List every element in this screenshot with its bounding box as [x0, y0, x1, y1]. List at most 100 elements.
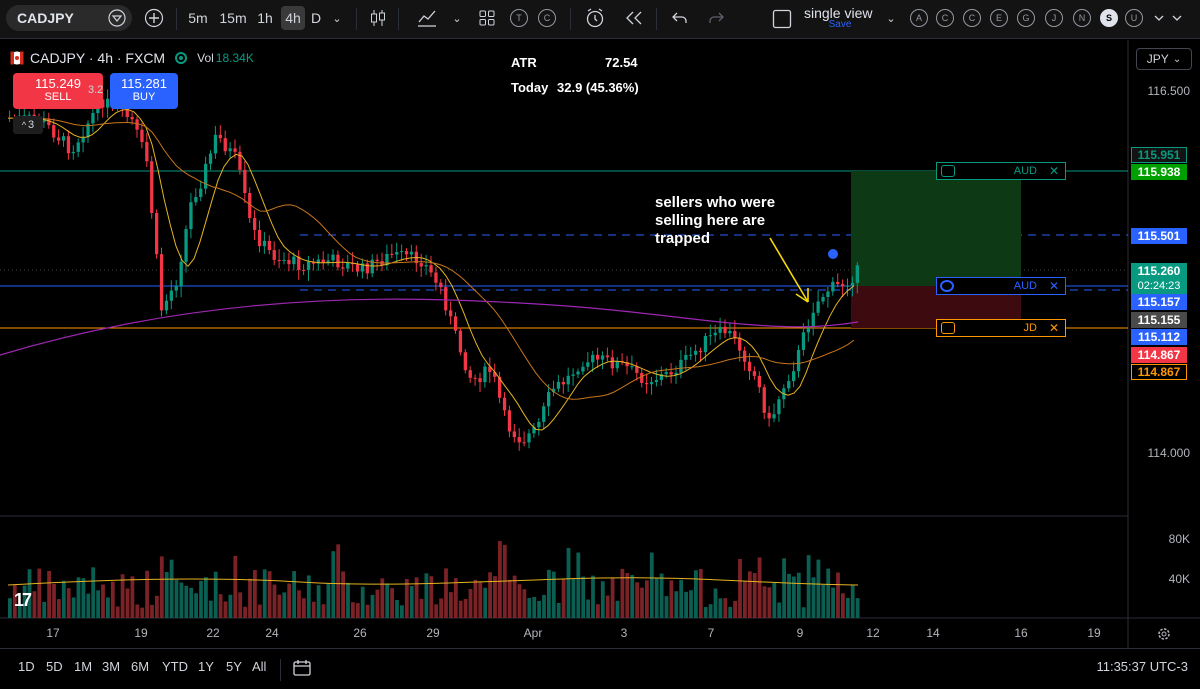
chart-pane[interactable]: CADJPY · 4h · FXCM Vol 18.34K 115.249 SE…: [0, 40, 1200, 648]
range-3m[interactable]: 3M: [102, 659, 121, 674]
volume-bar: [101, 584, 105, 618]
circle-c-button[interactable]: C: [936, 9, 954, 27]
layout-name-button[interactable]: single view Save: [804, 5, 876, 30]
price-chart[interactable]: [0, 40, 1200, 648]
interval-1h[interactable]: 1h: [257, 10, 273, 26]
circle-g-button[interactable]: G: [1017, 9, 1035, 27]
position-bar-tp[interactable]: AUD ✕: [936, 162, 1066, 180]
time-axis-label: 7: [707, 626, 715, 640]
interval-15m[interactable]: 15m: [219, 10, 247, 26]
circle-c-button[interactable]: C: [963, 9, 981, 27]
c-button[interactable]: C: [538, 9, 556, 27]
close-icon[interactable]: ✕: [1048, 321, 1059, 335]
add-symbol-icon[interactable]: [144, 8, 164, 28]
volume-bar: [346, 582, 350, 618]
candle: [400, 251, 404, 253]
range-1y[interactable]: 1Y: [198, 659, 214, 674]
close-icon[interactable]: ✕: [1048, 279, 1059, 293]
tradingview-logo[interactable]: 17: [14, 590, 32, 610]
time-axis-label: 16: [1014, 626, 1028, 640]
range-5y[interactable]: 5Y: [226, 659, 242, 674]
volume-bar: [586, 599, 590, 618]
buy-label: BUY: [132, 91, 156, 103]
sell-button[interactable]: 115.249 SELL: [13, 73, 103, 109]
circle-e-button[interactable]: E: [990, 9, 1008, 27]
range-ytd[interactable]: YTD: [162, 659, 188, 674]
volume-bar: [645, 580, 649, 618]
volume-bar: [341, 571, 345, 618]
candles-icon[interactable]: [368, 8, 388, 28]
volume-bar: [424, 573, 429, 618]
interval-4h[interactable]: 4h: [281, 6, 305, 30]
t-button[interactable]: T: [510, 9, 528, 27]
more-icon[interactable]: [1152, 11, 1166, 25]
more-icon[interactable]: [1170, 11, 1184, 25]
settings-gear-icon[interactable]: [1156, 626, 1172, 642]
buy-button[interactable]: 115.281 BUY: [110, 73, 178, 109]
volume-bar: [605, 595, 610, 618]
range-1m[interactable]: 1M: [74, 659, 93, 674]
indicators-icon[interactable]: [416, 8, 438, 28]
symbol-search[interactable]: CADJPY: [6, 5, 132, 31]
position-handle-icon[interactable]: [941, 165, 955, 177]
range-5d[interactable]: 5D: [46, 659, 63, 674]
replay-icon[interactable]: [624, 9, 644, 27]
candle: [86, 123, 90, 138]
alert-icon[interactable]: [584, 7, 606, 29]
chart-title[interactable]: CADJPY · 4h · FXCM: [30, 50, 166, 66]
chart-annotation-text[interactable]: sellers who were selling here are trappe…: [655, 194, 776, 247]
range-6m[interactable]: 6M: [131, 659, 150, 674]
candle: [542, 406, 546, 422]
status-dot-icon: [175, 52, 188, 64]
volume-bar: [243, 606, 247, 618]
layout-dropdown-icon[interactable]: ⌄: [886, 12, 896, 25]
candle: [850, 282, 855, 286]
volume-bar: [316, 585, 321, 618]
currency-dropdown[interactable]: JPY ⌄: [1136, 48, 1192, 70]
layouts-icon[interactable]: [478, 9, 496, 27]
range-all[interactable]: All: [252, 659, 267, 674]
candle: [52, 125, 56, 138]
interval-dropdown-icon[interactable]: ⌄: [332, 12, 342, 25]
undo-icon[interactable]: [670, 9, 690, 27]
candle: [81, 137, 85, 143]
candle: [498, 376, 502, 398]
candle: [757, 375, 761, 388]
range-1d[interactable]: 1D: [18, 659, 35, 674]
collapse-indicators-button[interactable]: ^ 3: [13, 116, 43, 134]
candle: [811, 312, 815, 327]
date-range-icon[interactable]: [292, 658, 312, 678]
alert-marker-icon[interactable]: [828, 249, 838, 259]
volume-bar: [488, 572, 492, 618]
circle-j-button[interactable]: J: [1045, 9, 1063, 27]
close-icon[interactable]: ✕: [1048, 164, 1059, 178]
volume-bar: [551, 571, 556, 618]
candle: [772, 414, 776, 419]
circle-a-button[interactable]: A: [910, 9, 928, 27]
volume-bar: [649, 552, 654, 618]
position-bar-sl[interactable]: JD ✕: [936, 319, 1066, 337]
circle-s-button[interactable]: S: [1100, 9, 1118, 27]
time-axis-label: 19: [134, 626, 148, 640]
interval-5m[interactable]: 5m: [188, 10, 208, 26]
clock-label[interactable]: 11:35:37 UTC-3: [1096, 659, 1188, 674]
circle-u-button[interactable]: U: [1125, 9, 1143, 27]
candle: [218, 134, 222, 139]
volume-bar: [821, 584, 826, 618]
candle: [223, 138, 227, 152]
interval-d[interactable]: D: [310, 10, 322, 26]
volume-bar: [331, 551, 336, 618]
candle: [743, 350, 747, 362]
position-bar-entry[interactable]: AUD ✕: [936, 277, 1066, 295]
position-handle-icon[interactable]: [940, 280, 954, 292]
redo-icon[interactable]: [706, 9, 726, 27]
volume-bar: [640, 587, 644, 618]
circle-n-button[interactable]: N: [1073, 9, 1091, 27]
diamond-icon[interactable]: [108, 9, 126, 27]
candle: [61, 136, 66, 141]
layout-square-icon[interactable]: [772, 9, 792, 29]
candle: [429, 265, 433, 273]
position-handle-icon[interactable]: [941, 322, 955, 334]
volume-value: 18.34K: [215, 51, 254, 65]
indicators-dropdown-icon[interactable]: ⌄: [452, 12, 462, 25]
